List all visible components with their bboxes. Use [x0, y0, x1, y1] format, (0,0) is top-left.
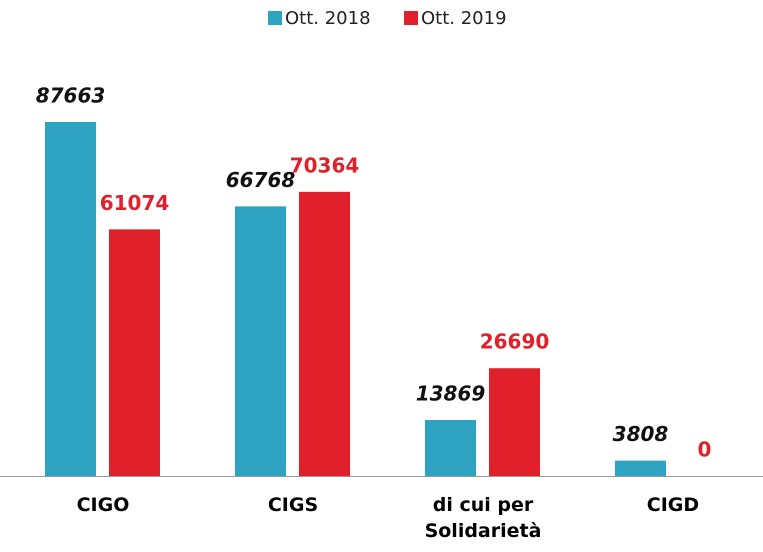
value-label: 13869	[416, 381, 486, 405]
value-label: 70364	[290, 153, 360, 177]
bar	[235, 206, 286, 476]
legend-label: Ott. 2018	[285, 8, 371, 29]
value-label: 87663	[36, 84, 106, 108]
bar	[489, 368, 540, 476]
bar	[45, 122, 96, 476]
category-label: CIGO	[76, 494, 130, 516]
legend-swatch	[404, 11, 418, 25]
legend-label: Ott. 2019	[421, 8, 507, 29]
bar	[615, 460, 666, 476]
category-label: di cui per Solidarietà	[424, 494, 542, 542]
bar	[299, 191, 350, 476]
value-label: 3808	[613, 422, 669, 446]
bar	[425, 419, 476, 476]
category-label: CIGS	[267, 494, 319, 516]
value-label: 66768	[226, 168, 296, 192]
bar	[109, 229, 160, 476]
legend-swatch	[268, 11, 282, 25]
category-label: CIGD	[646, 494, 700, 516]
value-label: 61074	[100, 191, 170, 215]
value-label: 26690	[480, 330, 550, 354]
value-label: 0	[698, 438, 712, 462]
